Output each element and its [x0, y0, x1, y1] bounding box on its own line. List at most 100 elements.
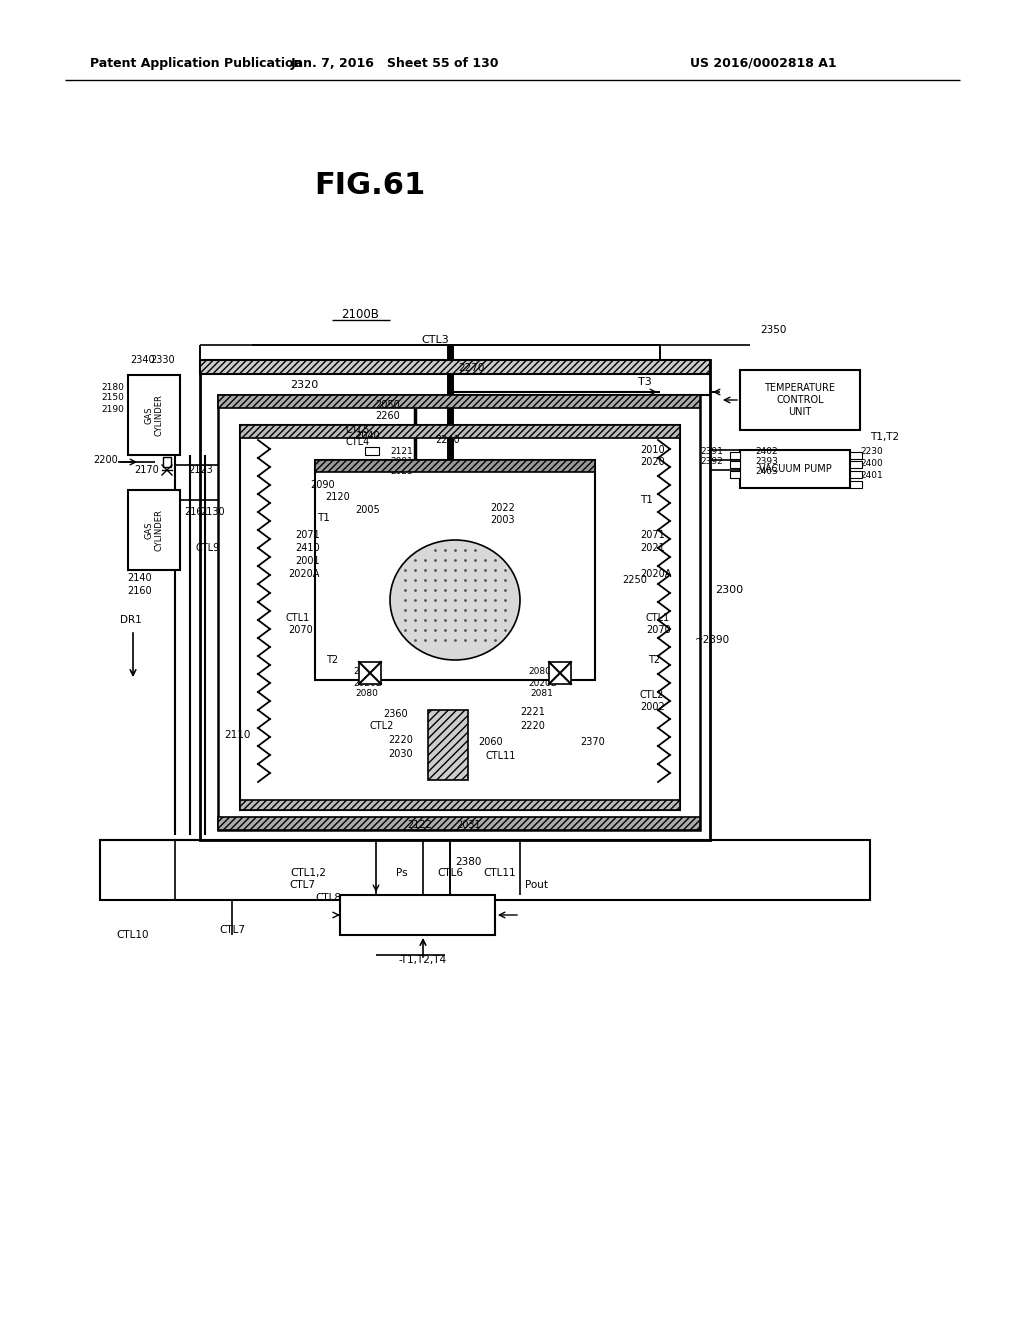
Text: ~2390: ~2390 [695, 635, 730, 645]
Bar [730, 461, 740, 469]
Bar [850, 461, 862, 469]
Text: 2123: 2123 [188, 465, 213, 475]
Text: CTL2: CTL2 [640, 690, 665, 700]
Text: 2170: 2170 [134, 465, 159, 475]
Text: 2060: 2060 [478, 737, 503, 747]
Text: TEMPERATURE
CONTROL
UNIT: TEMPERATURE CONTROL UNIT [765, 383, 836, 417]
Text: 2300: 2300 [715, 585, 743, 595]
Text: 2160: 2160 [127, 586, 152, 597]
Text: 2121: 2121 [390, 447, 413, 457]
Text: 2091: 2091 [390, 458, 413, 466]
Text: 2260: 2260 [375, 411, 399, 421]
Text: 2161: 2161 [184, 507, 209, 517]
Text: 2080: 2080 [528, 668, 551, 676]
Text: 2360: 2360 [383, 709, 408, 719]
Text: 2020: 2020 [640, 457, 665, 467]
Text: Pout: Pout [524, 880, 548, 890]
Bar [200, 360, 710, 374]
Text: T1: T1 [640, 495, 653, 506]
Text: 2393: 2393 [755, 457, 778, 466]
Text: 2022: 2022 [490, 503, 515, 513]
Text: 2020B: 2020B [353, 678, 382, 688]
Text: CTL3: CTL3 [421, 335, 449, 345]
Bar [128, 375, 180, 455]
Text: CTL6: CTL6 [437, 869, 463, 878]
Text: 2392: 2392 [700, 458, 723, 466]
Text: 2001: 2001 [295, 556, 319, 566]
Text: Ps: Ps [396, 869, 408, 878]
Text: CTL2: CTL2 [370, 721, 394, 731]
Bar [240, 425, 680, 810]
Text: 2402: 2402 [755, 447, 777, 457]
Text: 2240: 2240 [435, 436, 460, 445]
Text: 2380: 2380 [455, 857, 481, 867]
Text: 2030: 2030 [388, 748, 413, 759]
Text: 2023: 2023 [390, 467, 413, 477]
Text: T4: T4 [443, 766, 455, 775]
Text: CTL11: CTL11 [486, 751, 516, 762]
Text: 2130: 2130 [200, 507, 224, 517]
Text: 2002: 2002 [640, 702, 665, 711]
Text: Jan. 7, 2016   Sheet 55 of 130: Jan. 7, 2016 Sheet 55 of 130 [291, 57, 500, 70]
Text: 2110: 2110 [224, 730, 251, 741]
Text: 2221: 2221 [520, 708, 545, 717]
Text: 2031: 2031 [456, 820, 480, 830]
Bar [850, 451, 862, 459]
Text: 2010: 2010 [640, 445, 665, 455]
Bar [100, 840, 870, 900]
Text: 2190: 2190 [101, 404, 124, 413]
Bar [240, 800, 680, 810]
Bar [218, 395, 700, 408]
Text: CTL1,2: CTL1,2 [290, 869, 326, 878]
Text: T2: T2 [648, 655, 660, 665]
Text: CTL5: CTL5 [345, 425, 370, 436]
Text: 2020A: 2020A [289, 569, 319, 579]
Text: T2: T2 [326, 655, 338, 665]
Bar [740, 450, 850, 488]
Text: T1: T1 [317, 513, 330, 523]
Text: CTL7: CTL7 [289, 880, 315, 890]
Text: Patent Application Publication: Patent Application Publication [90, 57, 302, 70]
Text: 2120: 2120 [326, 492, 350, 502]
Text: 2021: 2021 [640, 543, 665, 553]
Text: 2340: 2340 [130, 355, 155, 366]
Text: 2200: 2200 [93, 455, 118, 465]
Bar [850, 480, 862, 488]
Text: 2080: 2080 [355, 689, 378, 698]
Text: CTL1: CTL1 [646, 612, 671, 623]
Text: GAS
CYLINDER: GAS CYLINDER [144, 395, 164, 436]
Text: 2220: 2220 [388, 735, 413, 744]
Bar [740, 370, 860, 430]
Text: 2081: 2081 [353, 668, 376, 676]
Bar [200, 360, 710, 840]
Text: -T1,T2,T4: -T1,T2,T4 [399, 954, 447, 965]
Text: CTL9: CTL9 [195, 543, 219, 553]
Bar [730, 471, 740, 478]
Text: FIG.61: FIG.61 [314, 170, 426, 199]
Text: 2040: 2040 [355, 432, 380, 441]
Bar [730, 451, 740, 459]
Text: 2003: 2003 [490, 515, 515, 525]
Text: 2401: 2401 [860, 470, 883, 479]
Text: 2220: 2220 [520, 721, 545, 731]
Text: CONTROLLER: CONTROLLER [372, 908, 465, 921]
Text: CTL1: CTL1 [286, 612, 310, 623]
Text: 2410: 2410 [295, 543, 319, 553]
Ellipse shape [390, 540, 520, 660]
Text: T3: T3 [638, 378, 652, 387]
Text: 2090: 2090 [310, 480, 335, 490]
Text: 2400: 2400 [860, 459, 883, 469]
Text: CTL10: CTL10 [116, 931, 148, 940]
Text: 2391: 2391 [700, 447, 723, 457]
Text: 2071: 2071 [295, 531, 319, 540]
Text: 2320: 2320 [290, 380, 318, 389]
Text: VACUUM PUMP: VACUUM PUMP [759, 465, 831, 474]
Text: 2180: 2180 [101, 383, 124, 392]
Text: 2403: 2403 [755, 466, 778, 475]
Bar [218, 817, 700, 830]
Text: 2100B: 2100B [341, 309, 379, 322]
Bar [549, 663, 571, 684]
Bar [218, 395, 700, 830]
Text: 2050: 2050 [375, 400, 399, 411]
Text: 2330: 2330 [150, 355, 175, 366]
